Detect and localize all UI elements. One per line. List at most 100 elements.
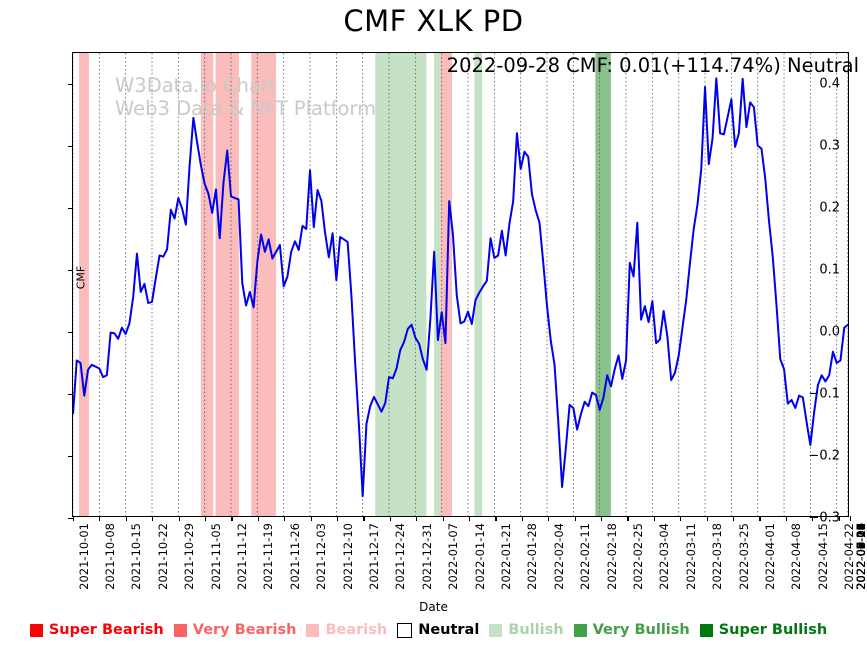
- x-axis-tickmark: [680, 516, 682, 521]
- x-axis-tickmark: [231, 516, 233, 521]
- legend-label: Very Bullish: [592, 622, 690, 638]
- legend-item[interactable]: Bearish: [306, 622, 387, 638]
- legend-swatch: [397, 622, 413, 638]
- signal-band: [595, 53, 611, 516]
- x-axis-tick-label: 2021-12-17: [366, 523, 381, 590]
- x-axis-tickmark: [363, 516, 365, 521]
- legend-item[interactable]: Super Bullish: [699, 622, 828, 638]
- legend-label: Super Bearish: [48, 622, 164, 638]
- x-axis-tickmark: [838, 516, 840, 521]
- x-axis-tickmark: [73, 516, 75, 521]
- x-axis-tick-label: 2022-03-18: [710, 523, 725, 590]
- y-axis-tickmark: [68, 270, 73, 272]
- x-axis-tickmark: [284, 516, 286, 521]
- x-axis-tickmark: [850, 516, 852, 521]
- legend-swatch: [306, 623, 320, 637]
- x-axis-tick-label: 2021-10-15: [129, 523, 144, 590]
- x-axis-tick-label: 2021-11-05: [208, 523, 223, 590]
- signal-band: [474, 53, 483, 516]
- signal-band: [434, 53, 441, 516]
- x-axis-label: Date: [419, 600, 448, 614]
- y-axis-tick-label: 0.1: [819, 262, 840, 278]
- x-axis-tick-label: 2022-02-25: [630, 523, 645, 590]
- cmf-line: [73, 77, 848, 498]
- y-axis-tickmark: [68, 208, 73, 210]
- x-axis-tickmark: [785, 516, 787, 521]
- x-axis-tickmark: [601, 516, 603, 521]
- x-axis-tickmark: [469, 516, 471, 521]
- x-axis-tickmark: [548, 516, 550, 521]
- x-axis-tickmark: [152, 516, 154, 521]
- chart-annotation: 2022-09-28 CMF: 0.01(+114.74%) Neutral: [446, 54, 859, 77]
- legend-label: Bullish: [508, 622, 564, 638]
- x-axis-tick-label: 2022-01-21: [498, 523, 513, 590]
- legend-item[interactable]: Neutral: [397, 622, 479, 638]
- x-axis-tick-label: 2021-11-26: [287, 523, 302, 590]
- legend-label: Neutral: [418, 622, 480, 638]
- x-axis-tickmark: [416, 516, 418, 521]
- chart-legend: Super Bearish Very Bearish Bearish Neutral B…: [0, 618, 867, 642]
- signal-band: [79, 53, 89, 516]
- x-axis-tick-label: 2022-01-28: [525, 523, 540, 590]
- legend-item[interactable]: Very Bearish: [173, 622, 296, 638]
- y-axis-tick-label: 0.4: [819, 76, 840, 92]
- chart-title: CMF XLK PD: [343, 4, 524, 38]
- y-axis-tick-label: 0.3: [819, 138, 840, 154]
- x-axis-tick-label: 2022-01-14: [472, 523, 487, 590]
- x-axis-tick-label: 2022-03-25: [736, 523, 751, 590]
- x-axis-tickmark: [706, 516, 708, 521]
- x-axis-tickmark: [495, 516, 497, 521]
- y-axis-tick-label: −0.2: [808, 448, 840, 464]
- y-axis-tick-label: −0.3: [808, 510, 840, 526]
- legend-label: Bearish: [325, 622, 388, 638]
- y-axis-tickmark: [68, 518, 73, 520]
- legend-swatch: [573, 623, 587, 637]
- x-axis-tick-label: 2022-01-07: [446, 523, 461, 590]
- legend-item[interactable]: Very Bullish: [573, 622, 690, 638]
- legend-item[interactable]: Super Bearish: [29, 622, 164, 638]
- cmf-line-series: [73, 77, 848, 498]
- y-axis-tick-label: 0.0: [819, 324, 840, 340]
- x-axis-tickmark: [653, 516, 655, 521]
- x-axis-tickmark: [812, 516, 814, 521]
- x-axis-tickmark: [337, 516, 339, 521]
- x-axis-tick-label: 2022-03-04: [657, 523, 672, 590]
- x-axis-tick-label: 2022-04-15: [815, 523, 830, 590]
- x-axis-tick-label: 2022-09-28: [853, 523, 867, 590]
- plot-area: W3Data.io Chart Web3 Data & NFT Platform…: [68, 52, 852, 526]
- signal-band: [215, 53, 239, 516]
- grid-lines: [73, 53, 848, 516]
- x-axis-tickmark: [205, 516, 207, 521]
- y-axis-tickmark: [68, 332, 73, 334]
- x-axis-tickmark: [627, 516, 629, 521]
- x-axis-tick-label: 2022-02-11: [578, 523, 593, 590]
- y-axis-tickmark: [68, 456, 73, 458]
- x-axis-tick-label: 2021-10-08: [102, 523, 117, 590]
- y-axis-tickmark: [68, 394, 73, 396]
- x-axis-tick-label: 2021-11-19: [261, 523, 276, 590]
- x-axis-tickmark: [99, 516, 101, 521]
- legend-swatch: [489, 623, 503, 637]
- x-axis-tick-label: 2022-02-18: [604, 523, 619, 590]
- legend-swatch: [173, 623, 187, 637]
- legend-swatch: [699, 623, 713, 637]
- x-axis-tick-label: 2021-10-22: [155, 523, 170, 590]
- x-axis-tick-label: 2021-11-12: [234, 523, 249, 590]
- signal-band: [375, 53, 427, 516]
- legend-item[interactable]: Bullish: [489, 622, 564, 638]
- y-axis-tick-label: 0.2: [819, 200, 840, 216]
- legend-swatch: [29, 623, 43, 637]
- x-axis-tickmark: [257, 516, 259, 521]
- x-axis-tick-label: 2021-12-31: [419, 523, 434, 590]
- x-axis-tickmark: [125, 516, 127, 521]
- x-axis-tick-label: 2022-04-08: [789, 523, 804, 590]
- legend-label: Super Bullish: [718, 622, 828, 638]
- x-axis-tickmark: [442, 516, 444, 521]
- x-axis-tickmark: [178, 516, 180, 521]
- x-axis-tick-label: 2021-12-24: [393, 523, 408, 590]
- x-axis-tick-label: 2021-12-10: [340, 523, 355, 590]
- x-axis-tick-label: 2021-10-29: [182, 523, 197, 590]
- x-axis-tick-label: 2021-12-03: [314, 523, 329, 590]
- x-axis-tickmark: [521, 516, 523, 521]
